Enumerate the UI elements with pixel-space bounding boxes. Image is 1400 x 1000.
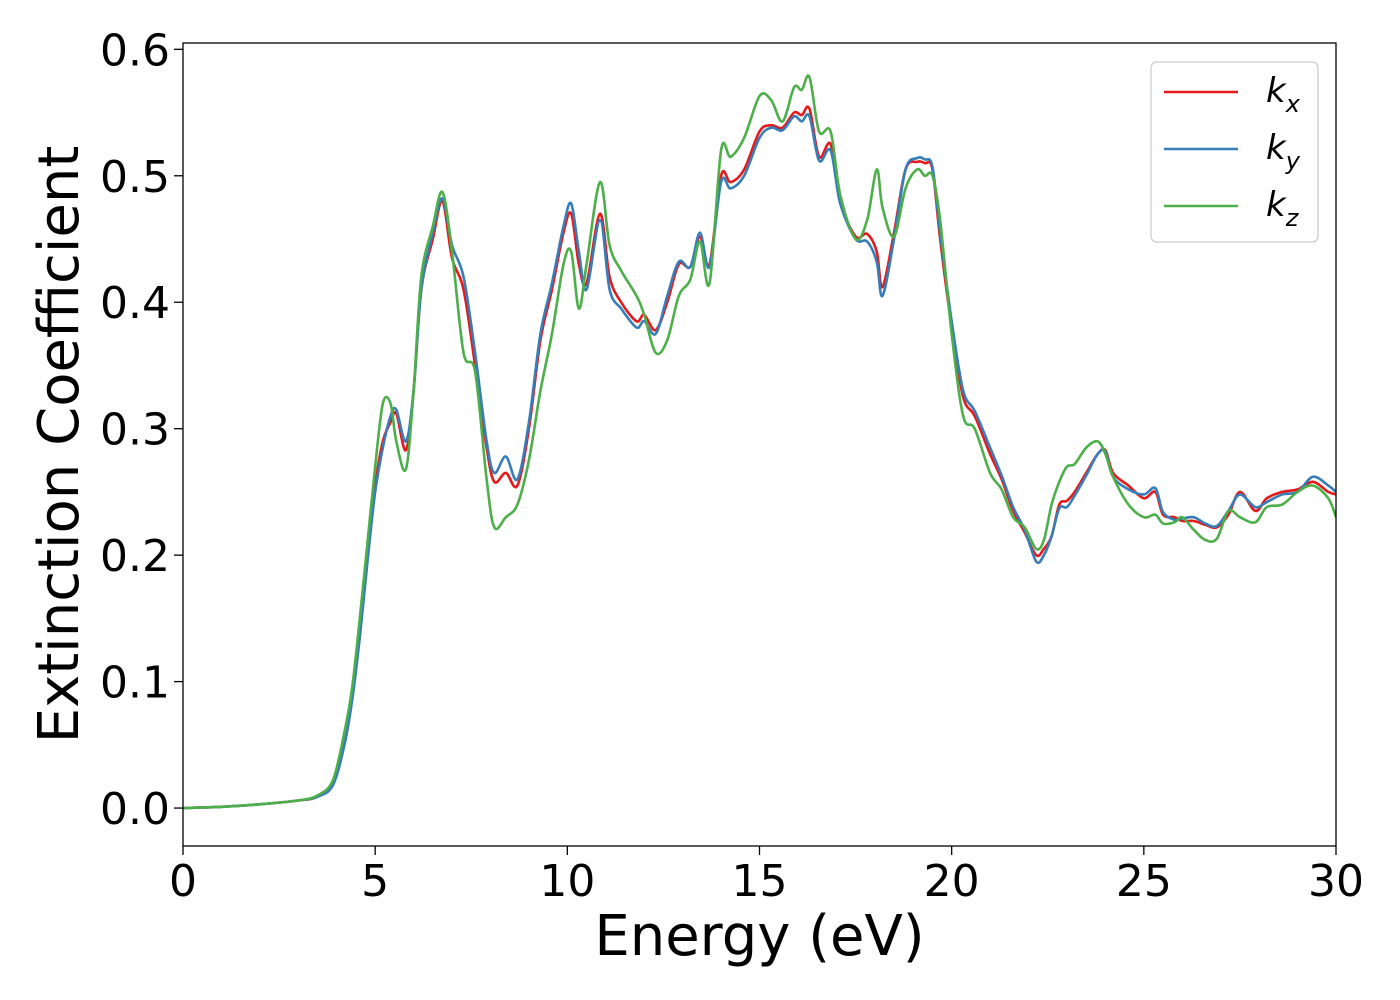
x-axis-title: Energy (eV) [594,904,924,969]
legend-label-main: k [1266,128,1287,168]
x-tick-label: 10 [539,856,595,907]
series-line-kz [183,74,1336,810]
y-tick-label: 0.6 [100,25,170,76]
x-tick-label: 5 [361,856,389,907]
series-layer [183,74,1336,810]
y-tick-label: 0.0 [100,784,170,835]
legend-label-subscript: z [1285,204,1300,232]
x-tick-label: 25 [1116,856,1172,907]
legend-box [1150,61,1319,243]
x-tick-label: 20 [924,856,980,907]
y-tick-label: 0.5 [100,152,170,203]
series-line-ky [183,113,1336,810]
legend-label-subscript: x [1285,90,1301,118]
legend-label-subscript: y [1285,147,1301,175]
y-tick-label: 0.1 [100,658,170,709]
x-tick-label: 0 [169,856,197,907]
y-axis-ticks: 0.0 0.1 0.2 0.3 0.4 0.5 0.6 [100,25,183,835]
x-tick-label: 15 [732,856,788,907]
y-tick-label: 0.3 [100,405,170,456]
legend-label-ky: ky [1266,128,1301,175]
y-axis-title: Extinction Coefficient [27,146,92,744]
legend-label-kx: kx [1266,71,1301,118]
legend-label-kz: kz [1266,185,1300,232]
y-tick-label: 0.4 [100,278,170,329]
x-axis-ticks: 0 5 10 15 20 25 30 [169,846,1364,907]
legend-label-main: k [1266,71,1287,111]
y-tick-label: 0.2 [100,531,170,582]
legend-label-main: k [1266,185,1287,225]
x-tick-label: 30 [1308,856,1364,907]
